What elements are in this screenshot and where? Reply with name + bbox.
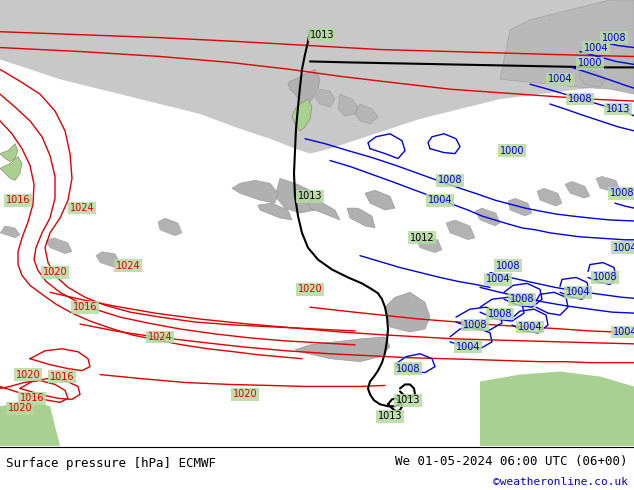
- Text: 1004: 1004: [584, 43, 608, 52]
- Text: 1024: 1024: [148, 332, 172, 342]
- Polygon shape: [508, 198, 532, 216]
- Polygon shape: [232, 180, 278, 203]
- Polygon shape: [580, 70, 605, 87]
- Text: 1020: 1020: [16, 369, 41, 380]
- Text: 1004: 1004: [456, 342, 480, 352]
- Text: Surface pressure [hPa] ECMWF: Surface pressure [hPa] ECMWF: [6, 457, 216, 470]
- Polygon shape: [475, 208, 500, 226]
- Text: 1008: 1008: [610, 188, 634, 198]
- Polygon shape: [500, 0, 634, 94]
- Text: 1013: 1013: [396, 395, 420, 405]
- Polygon shape: [315, 89, 335, 107]
- Polygon shape: [308, 200, 340, 220]
- Text: 1016: 1016: [20, 393, 44, 403]
- Text: 1016: 1016: [6, 195, 30, 205]
- Text: 1004: 1004: [428, 195, 452, 205]
- Polygon shape: [96, 252, 120, 268]
- Polygon shape: [0, 144, 18, 162]
- Text: We 01-05-2024 06:00 UTC (06+00): We 01-05-2024 06:00 UTC (06+00): [395, 455, 628, 468]
- Text: 1013: 1013: [605, 104, 630, 114]
- Text: 1020: 1020: [42, 268, 67, 277]
- Text: 1004: 1004: [612, 243, 634, 253]
- Polygon shape: [480, 371, 634, 446]
- Text: ©weatheronline.co.uk: ©weatheronline.co.uk: [493, 477, 628, 487]
- Text: 1013: 1013: [378, 411, 402, 421]
- Text: 1024: 1024: [70, 203, 94, 213]
- Text: 1008: 1008: [463, 320, 488, 330]
- Polygon shape: [537, 188, 562, 206]
- Text: 1008: 1008: [602, 33, 626, 43]
- Text: 1004: 1004: [566, 287, 590, 297]
- Polygon shape: [596, 176, 620, 192]
- Text: 1000: 1000: [578, 58, 602, 69]
- Text: 1000: 1000: [500, 146, 524, 156]
- Text: 1008: 1008: [510, 294, 534, 304]
- Text: 1020: 1020: [8, 403, 32, 413]
- Polygon shape: [446, 220, 475, 240]
- Polygon shape: [338, 94, 358, 116]
- Text: 1008: 1008: [437, 175, 462, 185]
- Polygon shape: [416, 235, 442, 253]
- Text: 1013: 1013: [298, 191, 322, 201]
- Polygon shape: [0, 226, 20, 238]
- Polygon shape: [258, 203, 292, 220]
- Polygon shape: [292, 99, 312, 131]
- Polygon shape: [385, 293, 430, 332]
- Text: 1020: 1020: [233, 390, 257, 399]
- Text: 1013: 1013: [310, 30, 334, 40]
- Text: 1004: 1004: [612, 327, 634, 337]
- Text: 1012: 1012: [410, 233, 434, 243]
- Polygon shape: [0, 0, 634, 59]
- Text: 1020: 1020: [298, 284, 322, 294]
- Text: 1016: 1016: [49, 371, 74, 382]
- Text: 1016: 1016: [73, 302, 97, 312]
- Polygon shape: [565, 181, 590, 198]
- Polygon shape: [0, 157, 22, 180]
- Text: 1004: 1004: [548, 74, 573, 84]
- Polygon shape: [275, 178, 320, 213]
- Polygon shape: [355, 104, 378, 124]
- Polygon shape: [295, 337, 390, 362]
- Text: 1008: 1008: [396, 364, 420, 373]
- Polygon shape: [365, 190, 395, 210]
- Polygon shape: [0, 0, 634, 153]
- Polygon shape: [46, 238, 72, 254]
- Text: 1008: 1008: [488, 309, 512, 319]
- Text: 1008: 1008: [568, 94, 592, 104]
- Text: 1024: 1024: [115, 261, 140, 270]
- Polygon shape: [288, 70, 320, 109]
- Text: 1008: 1008: [593, 272, 618, 282]
- Text: 1004: 1004: [486, 274, 510, 284]
- Polygon shape: [347, 208, 375, 228]
- Polygon shape: [0, 401, 60, 446]
- Text: 1008: 1008: [496, 261, 521, 270]
- Polygon shape: [158, 218, 182, 236]
- Text: 1004: 1004: [518, 322, 542, 332]
